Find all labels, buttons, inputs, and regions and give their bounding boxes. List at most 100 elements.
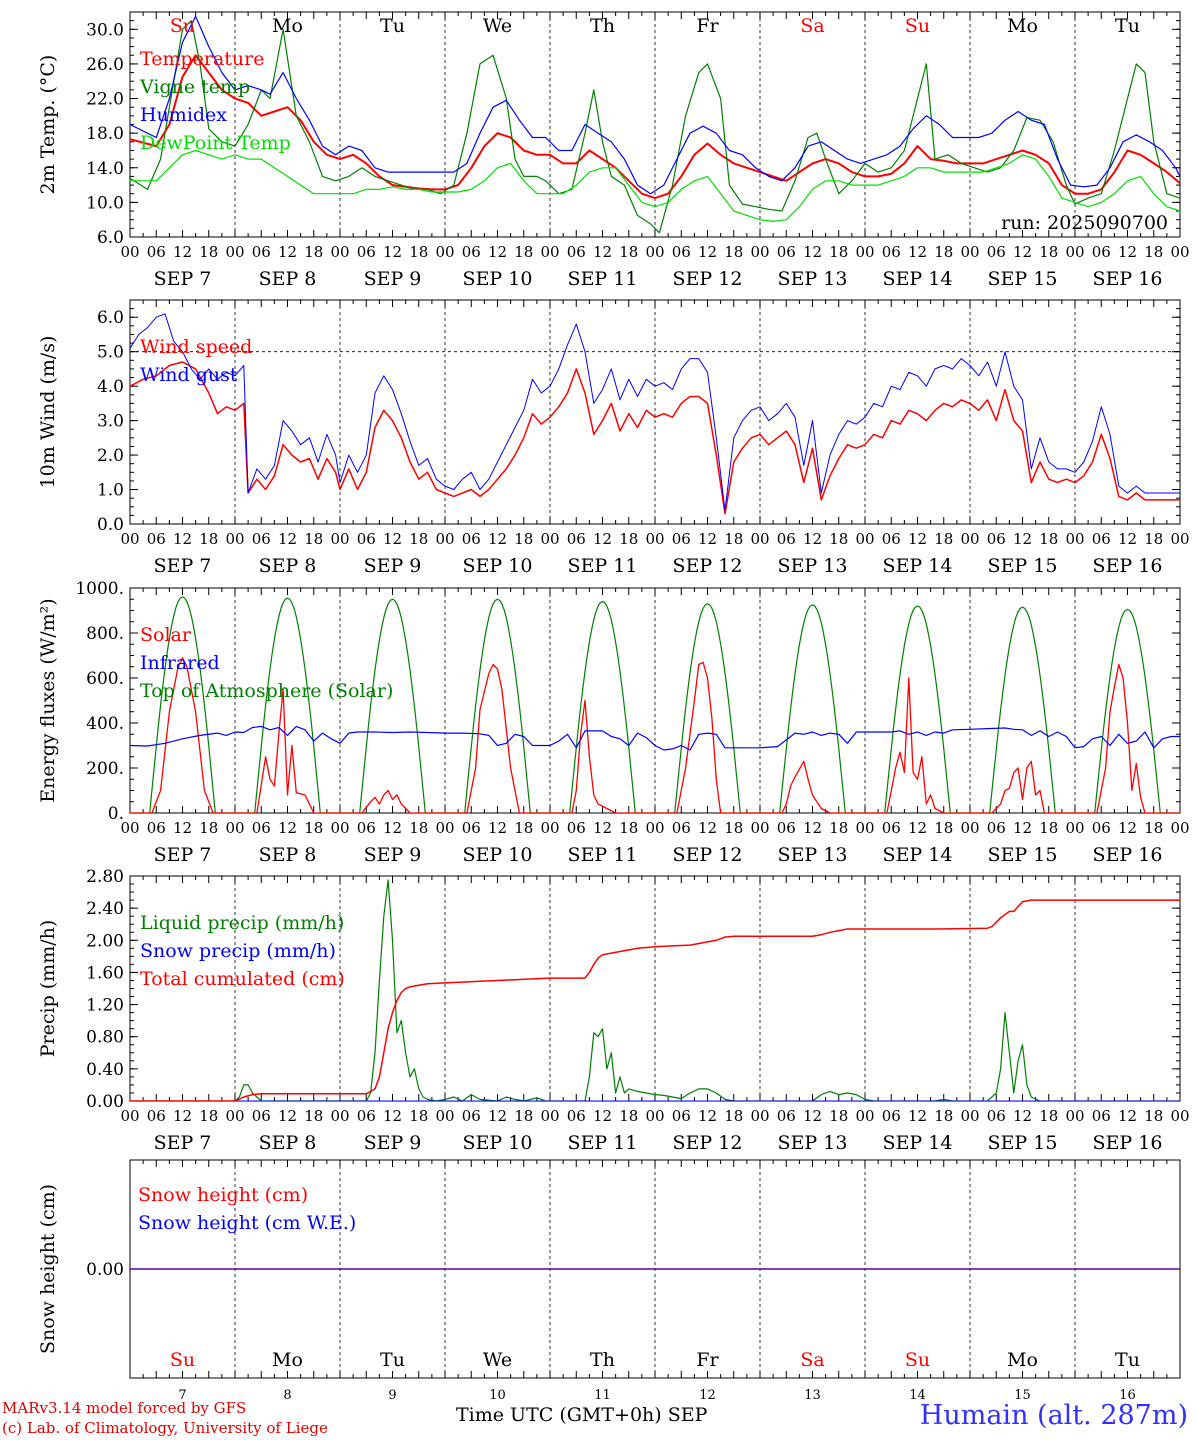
x-hour-label: 06 [777,1107,796,1125]
legend-entry: Snow precip (mm/h) [140,940,336,962]
x-hour-label: 12 [908,530,927,548]
plot-frame [129,11,1181,238]
x-hour-label: 12 [278,819,297,837]
x-hour-label: 18 [199,819,218,837]
x-hour-label: 18 [514,530,533,548]
x-axis-title-text: Time UTC (GMT+0h) [456,1404,662,1426]
x-hour-label: 06 [987,819,1006,837]
x-hour-label: 12 [173,1107,192,1125]
x-hour-label: 00 [540,819,559,837]
x-day-number: 14 [909,1388,926,1403]
x-hour-label: 18 [514,819,533,837]
y-tick-label: 1.20 [86,996,124,1016]
x-hour-label: 18 [199,243,218,261]
y-tick-label: 0.0 [97,515,124,535]
series-dewpoint-temp [130,149,1180,222]
x-hour-label: 18 [514,243,533,261]
x-hour-label: 18 [829,530,848,548]
x-hour-label: 00 [1065,243,1084,261]
y-axis-label: 10m Wind (m/s) [37,336,59,489]
site-label: Humain (alt. 287m) [919,1400,1188,1431]
x-hour-label: 18 [829,243,848,261]
x-hour-label: 06 [1092,819,1111,837]
x-date-label: SEP 16 [1093,268,1163,290]
x-hour-label: 00 [225,530,244,548]
x-hour-label: 00 [435,530,454,548]
x-date-label: SEP 11 [568,268,638,290]
x-hour-label: 00 [750,1107,769,1125]
y-tick-label: 6.0 [97,228,124,248]
x-hour-label: 12 [803,530,822,548]
x-axis-month: SEP [667,1404,708,1426]
x-hour-label: 06 [987,530,1006,548]
x-hour-label: 12 [1013,243,1032,261]
credit-lab: (c) Lab. of Climatology, University of L… [2,1419,328,1437]
series-liquid-precip-mm-h [130,879,1180,1101]
x-day-number: 8 [283,1388,291,1403]
x-hour-label: 18 [304,243,323,261]
x-hour-label: 18 [409,243,428,261]
y-tick-label: 10.0 [86,193,124,213]
x-hour-label: 00 [1065,1107,1084,1125]
x-hour-label: 00 [330,819,349,837]
x-hour-label: 12 [173,530,192,548]
x-hour-label: 00 [330,530,349,548]
x-hour-label: 00 [1170,819,1189,837]
x-date-label: SEP 14 [883,1132,953,1154]
x-date-label: SEP 9 [364,1132,422,1154]
x-hour-label: 06 [672,243,691,261]
x-hour-label: 12 [698,530,717,548]
y-tick-label: 800. [86,624,124,644]
x-date-label: SEP 9 [364,844,422,866]
series-vigne-temp [130,20,1180,234]
credit-model: MARv3.14 model forced by GFS [2,1399,247,1417]
x-hour-label: 06 [777,819,796,837]
y-tick-label: 22.0 [86,90,124,110]
x-hour-label: 06 [567,243,586,261]
x-hour-label: 06 [357,530,376,548]
x-hour-label: 12 [698,243,717,261]
x-hour-label: 06 [882,243,901,261]
weekday-label: Su [170,1349,195,1371]
x-hour-label: 12 [803,819,822,837]
series-wind-gust [130,313,1180,511]
x-hour-label: 06 [1092,530,1111,548]
x-hour-label: 06 [672,819,691,837]
x-date-label: SEP 13 [778,1132,848,1154]
series-humidex [130,15,1180,195]
x-hour-label: 00 [120,530,139,548]
x-day-number: 11 [594,1388,611,1403]
y-tick-label: 6.0 [97,308,124,328]
x-hour-label: 00 [225,1107,244,1125]
x-hour-label: 12 [1013,1107,1032,1125]
x-hour-label: 00 [1170,243,1189,261]
x-date-label: SEP 15 [988,1132,1058,1154]
x-hour-label: 18 [409,1107,428,1125]
x-hour-label: 06 [567,530,586,548]
run-label: run: 2025090700 [1001,212,1168,234]
x-date-label: SEP 15 [988,844,1058,866]
x-hour-label: 12 [278,243,297,261]
panel-3: 0. 200. 400. 600. 800. 1000. Energy fluxes (W/… [37,579,1190,866]
legend-entry: Snow height (cm W.E.) [138,1212,356,1234]
x-hour-label: 18 [1039,530,1058,548]
x-hour-label: 12 [593,819,612,837]
weekday-label: Tu [1115,1349,1140,1371]
x-hour-label: 18 [1039,243,1058,261]
x-hour-label: 12 [383,1107,402,1125]
x-hour-label: 06 [252,819,271,837]
weekday-label: Tu [380,1349,405,1371]
x-hour-label: 00 [750,530,769,548]
series-total-cumulated-cm [130,899,1180,1101]
x-hour-label: 12 [278,530,297,548]
x-hour-label: 12 [698,1107,717,1125]
legend-entry: Wind speed [140,336,252,358]
weekday-label: Su [170,15,195,37]
x-date-label: SEP 14 [883,844,953,866]
weekday-label: Su [905,1349,930,1371]
x-hour-label: 00 [435,819,454,837]
x-hour-label: 12 [593,243,612,261]
x-hour-label: 00 [645,1107,664,1125]
x-hour-label: 00 [540,243,559,261]
x-hour-label: 00 [960,243,979,261]
